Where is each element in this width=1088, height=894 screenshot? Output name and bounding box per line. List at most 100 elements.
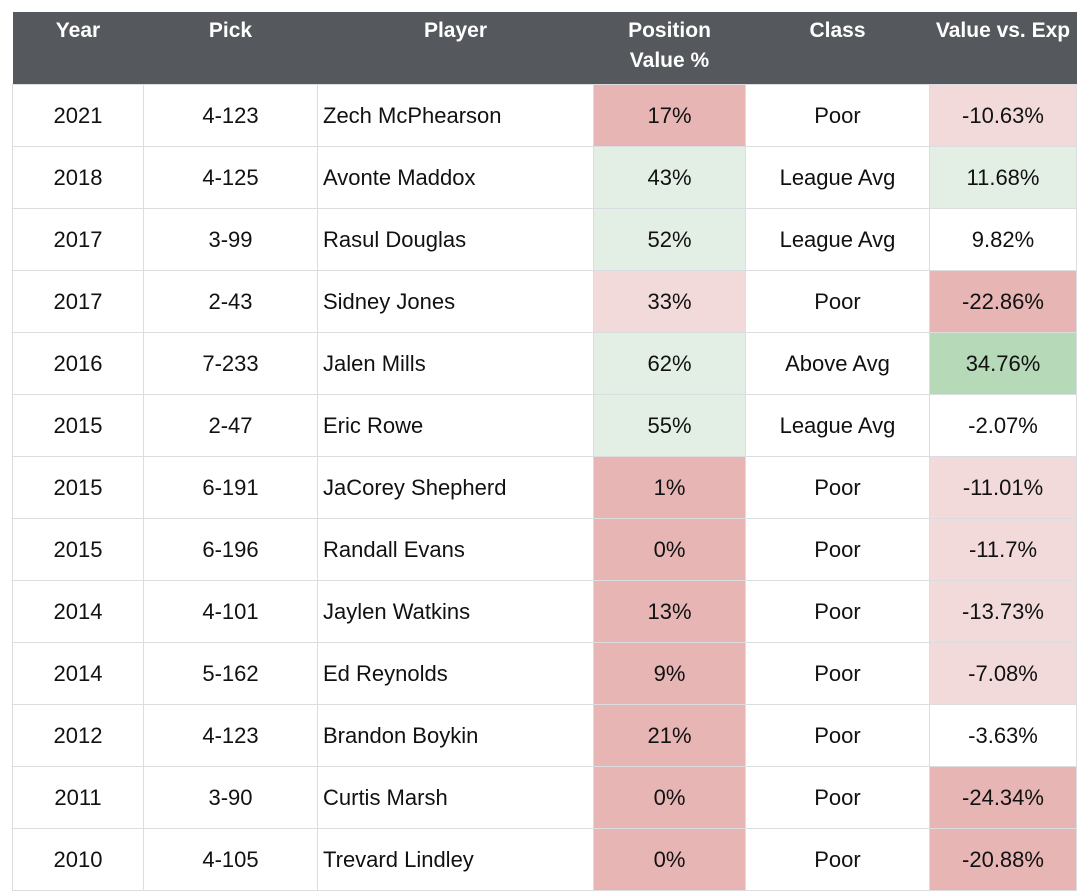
table-cell: -11.01% <box>929 456 1077 519</box>
table-cell: 0% <box>593 766 746 829</box>
table-cell: 6-191 <box>143 456 318 519</box>
table-cell: Avonte Maddox <box>317 146 594 209</box>
column-header: Value vs. Exp <box>929 12 1077 85</box>
table-row: 2017 3-99 Rasul Douglas 52% League Avg 9.82% <box>12 208 1077 271</box>
table-cell: 11.68% <box>929 146 1077 209</box>
table-cell: Rasul Douglas <box>317 208 594 271</box>
table-cell: 5-162 <box>143 642 318 705</box>
table-cell: 33% <box>593 270 746 333</box>
table-cell: 2016 <box>12 332 144 395</box>
table-row: 2021 4-123 Zech McPhearson 17% Poor -10.63% <box>12 84 1077 147</box>
table-cell: 2015 <box>12 394 144 457</box>
column-header: Position Value % <box>593 12 746 85</box>
table-cell: Poor <box>745 766 930 829</box>
column-header: Year <box>12 12 144 85</box>
table-cell: Poor <box>745 704 930 767</box>
table-cell: 6-196 <box>143 518 318 581</box>
table-cell: -2.07% <box>929 394 1077 457</box>
table-cell: 3-90 <box>143 766 318 829</box>
column-header: Player <box>317 12 594 85</box>
table-cell: -24.34% <box>929 766 1077 829</box>
table-cell: 4-105 <box>143 828 318 891</box>
table-cell: 2010 <box>12 828 144 891</box>
table-cell: 55% <box>593 394 746 457</box>
table-cell: JaCorey Shepherd <box>317 456 594 519</box>
table-cell: 34.76% <box>929 332 1077 395</box>
table-cell: Eric Rowe <box>317 394 594 457</box>
table-cell: 1% <box>593 456 746 519</box>
table-row: 2018 4-125 Avonte Maddox 43% League Avg 11.68… <box>12 146 1077 209</box>
table-cell: 2021 <box>12 84 144 147</box>
table-row: 2010 4-105 Trevard Lindley 0% Poor -20.88% <box>12 828 1077 891</box>
table-cell: Poor <box>745 456 930 519</box>
column-header: Pick <box>143 12 318 85</box>
table-row: 2014 4-101 Jaylen Watkins 13% Poor -13.73% <box>12 580 1077 643</box>
table-cell: 2012 <box>12 704 144 767</box>
table-cell: Jalen Mills <box>317 332 594 395</box>
table-cell: Above Avg <box>745 332 930 395</box>
table-cell: 2018 <box>12 146 144 209</box>
table-cell: Trevard Lindley <box>317 828 594 891</box>
table-row: 2015 6-196 Randall Evans 0% Poor -11.7% <box>12 518 1077 581</box>
table-cell: Poor <box>745 84 930 147</box>
table-cell: Sidney Jones <box>317 270 594 333</box>
table-row: 2011 3-90 Curtis Marsh 0% Poor -24.34% <box>12 766 1077 829</box>
table-cell: League Avg <box>745 394 930 457</box>
table-row: 2016 7-233 Jalen Mills 62% Above Avg 34.76% <box>12 332 1077 395</box>
table-cell: League Avg <box>745 208 930 271</box>
table-cell: Jaylen Watkins <box>317 580 594 643</box>
table-cell: 9% <box>593 642 746 705</box>
table-cell: League Avg <box>745 146 930 209</box>
table-row: 2014 5-162 Ed Reynolds 9% Poor -7.08% <box>12 642 1077 705</box>
table-cell: Poor <box>745 828 930 891</box>
table-cell: 7-233 <box>143 332 318 395</box>
table-cell: 2-47 <box>143 394 318 457</box>
table-cell: 2017 <box>12 208 144 271</box>
table-cell: 9.82% <box>929 208 1077 271</box>
table-cell: Brandon Boykin <box>317 704 594 767</box>
table-cell: 52% <box>593 208 746 271</box>
table-cell: 0% <box>593 518 746 581</box>
table-cell: 4-123 <box>143 704 318 767</box>
table-cell: 43% <box>593 146 746 209</box>
table-cell: -10.63% <box>929 84 1077 147</box>
table-cell: 21% <box>593 704 746 767</box>
draft-table: Year Pick Player Position Value % Class Value… <box>12 12 1077 891</box>
table-cell: -3.63% <box>929 704 1077 767</box>
table-cell: 0% <box>593 828 746 891</box>
header-row: Year Pick Player Position Value % Class Value… <box>12 12 1077 85</box>
table-cell: -11.7% <box>929 518 1077 581</box>
table-cell: Curtis Marsh <box>317 766 594 829</box>
table-cell: 2014 <box>12 642 144 705</box>
table-cell: 3-99 <box>143 208 318 271</box>
table-cell: 4-123 <box>143 84 318 147</box>
table-cell: -22.86% <box>929 270 1077 333</box>
table-cell: 2014 <box>12 580 144 643</box>
table-cell: 4-101 <box>143 580 318 643</box>
table-cell: Ed Reynolds <box>317 642 594 705</box>
column-header: Class <box>745 12 930 85</box>
table-cell: -13.73% <box>929 580 1077 643</box>
table-row: 2017 2-43 Sidney Jones 33% Poor -22.86% <box>12 270 1077 333</box>
table-row: 2015 2-47 Eric Rowe 55% League Avg -2.07% <box>12 394 1077 457</box>
table-cell: -7.08% <box>929 642 1077 705</box>
table-row: 2012 4-123 Brandon Boykin 21% Poor -3.63% <box>12 704 1077 767</box>
table-cell: 13% <box>593 580 746 643</box>
table-cell: 2015 <box>12 518 144 581</box>
table-cell: Randall Evans <box>317 518 594 581</box>
table-body: 2021 4-123 Zech McPhearson 17% Poor -10.63% 20… <box>12 84 1077 891</box>
table-cell: Poor <box>745 270 930 333</box>
table-cell: 2015 <box>12 456 144 519</box>
table-cell: 2011 <box>12 766 144 829</box>
table-cell: Zech McPhearson <box>317 84 594 147</box>
table-cell: 17% <box>593 84 746 147</box>
table-cell: Poor <box>745 518 930 581</box>
table-cell: 62% <box>593 332 746 395</box>
table-cell: 4-125 <box>143 146 318 209</box>
table-cell: -20.88% <box>929 828 1077 891</box>
table-cell: 2-43 <box>143 270 318 333</box>
table-cell: Poor <box>745 642 930 705</box>
table-cell: 2017 <box>12 270 144 333</box>
table-row: 2015 6-191 JaCorey Shepherd 1% Poor -11.01% <box>12 456 1077 519</box>
